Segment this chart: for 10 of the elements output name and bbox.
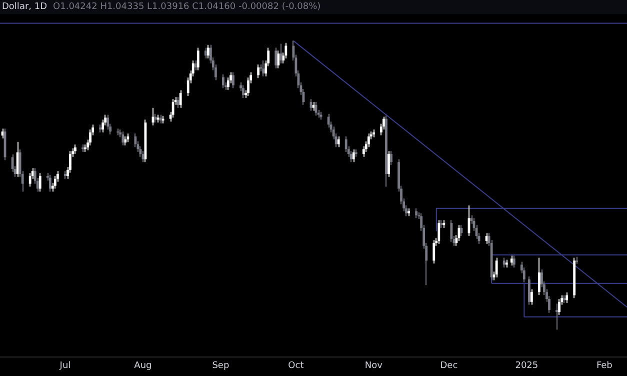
x-tick-label: Nov: [364, 360, 384, 371]
chart-title: Dollar, 1D: [2, 2, 48, 12]
x-tick-label: Jul: [58, 360, 71, 371]
x-tick-label: Sep: [212, 360, 230, 371]
x-tick-label: Oct: [288, 360, 304, 371]
x-tick-label: Feb: [596, 360, 613, 371]
chart-subtitle: O1.04242 H1.04335 L1.03916 C1.04160 -0.00082 (-0.08%): [53, 2, 321, 12]
x-tick-label: Aug: [134, 360, 152, 371]
x-tick-label: Dec: [440, 360, 458, 371]
x-tick-label: 2025: [515, 360, 538, 371]
